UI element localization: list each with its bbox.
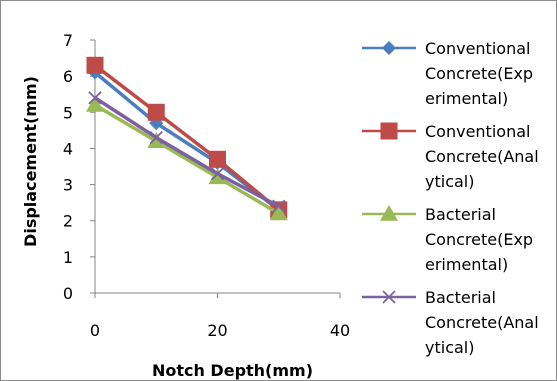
legend-marker <box>382 41 396 55</box>
data-point-series-3 <box>147 132 166 148</box>
data-point-series-4 <box>88 91 102 105</box>
x-axis-title: Notch Depth(mm) <box>152 361 313 380</box>
series-line-3 <box>94 103 280 215</box>
y-tick-label: 3 <box>63 176 73 195</box>
legend: ConventionalConcrete(Experimental)Conven… <box>362 39 539 357</box>
legend-label: Concrete(Anal <box>425 147 539 166</box>
legend-label: erimental) <box>425 89 508 108</box>
legend-label: Bacterial <box>425 288 496 307</box>
legend-label: erimental) <box>425 255 508 274</box>
data-point-series-4 <box>272 199 286 213</box>
legend-marker <box>380 205 398 221</box>
legend-entry-1: Conventional Concrete(Exp erimental) <box>362 39 533 108</box>
y-tick-label: 1 <box>63 248 73 267</box>
data-point-series-2 <box>209 150 226 168</box>
y-tick-label: 6 <box>63 67 73 86</box>
x-tick-label: 40 <box>330 321 350 340</box>
data-point-series-4 <box>149 130 163 145</box>
y-axis-title: Displacement(mm) <box>21 76 40 247</box>
data-point-series-4 <box>210 167 225 181</box>
data-point-series-4-stroke <box>210 167 225 181</box>
legend-marker <box>382 290 396 304</box>
legend-entry-4: Bacterial Concrete(Anal ytical) <box>362 288 539 357</box>
data-point-series-4-stroke <box>272 199 286 213</box>
legend-label: Conventional <box>425 39 530 58</box>
series-line-2 <box>93 63 280 212</box>
y-tick-label: 4 <box>63 139 73 158</box>
y-tick-label: 2 <box>63 212 73 231</box>
legend-label: Bacterial <box>425 205 496 224</box>
data-point-series-3 <box>208 168 227 185</box>
legend-label: ytical) <box>425 338 474 357</box>
y-tick-label: 5 <box>63 103 73 122</box>
legend-label: Concrete(Anal <box>425 313 539 332</box>
y-tick-label: 7 <box>63 31 73 50</box>
legend-marker-stroke <box>382 290 396 304</box>
legend-marker <box>380 122 398 140</box>
plot-area: 0 1 2 3 4 5 6 7 0 20 40 Notch Depth(mm) Displacement… <box>21 31 350 380</box>
series-line-4 <box>94 96 280 208</box>
data-point-series-3 <box>86 96 104 112</box>
x-tick-label: 20 <box>207 321 227 340</box>
x-tick-label: 0 <box>90 321 100 340</box>
legend-entry-2: Conventional Concrete(Anal ytical) <box>362 122 539 191</box>
legend-label: Conventional <box>425 122 530 141</box>
legend-label: Concrete(Exp <box>425 64 533 83</box>
legend-label: Concrete(Exp <box>425 230 533 249</box>
data-point-series-4-stroke <box>149 130 163 145</box>
data-point-series-2 <box>86 56 104 74</box>
legend-label: ytical) <box>425 172 474 191</box>
legend-entry-3: Bacterial Concrete(Exp erimental) <box>362 205 533 274</box>
data-point-series-2 <box>147 103 165 121</box>
y-tick-label: 0 <box>63 284 73 303</box>
data-point-series-3 <box>269 204 288 221</box>
data-point-series-4-stroke <box>88 91 102 105</box>
